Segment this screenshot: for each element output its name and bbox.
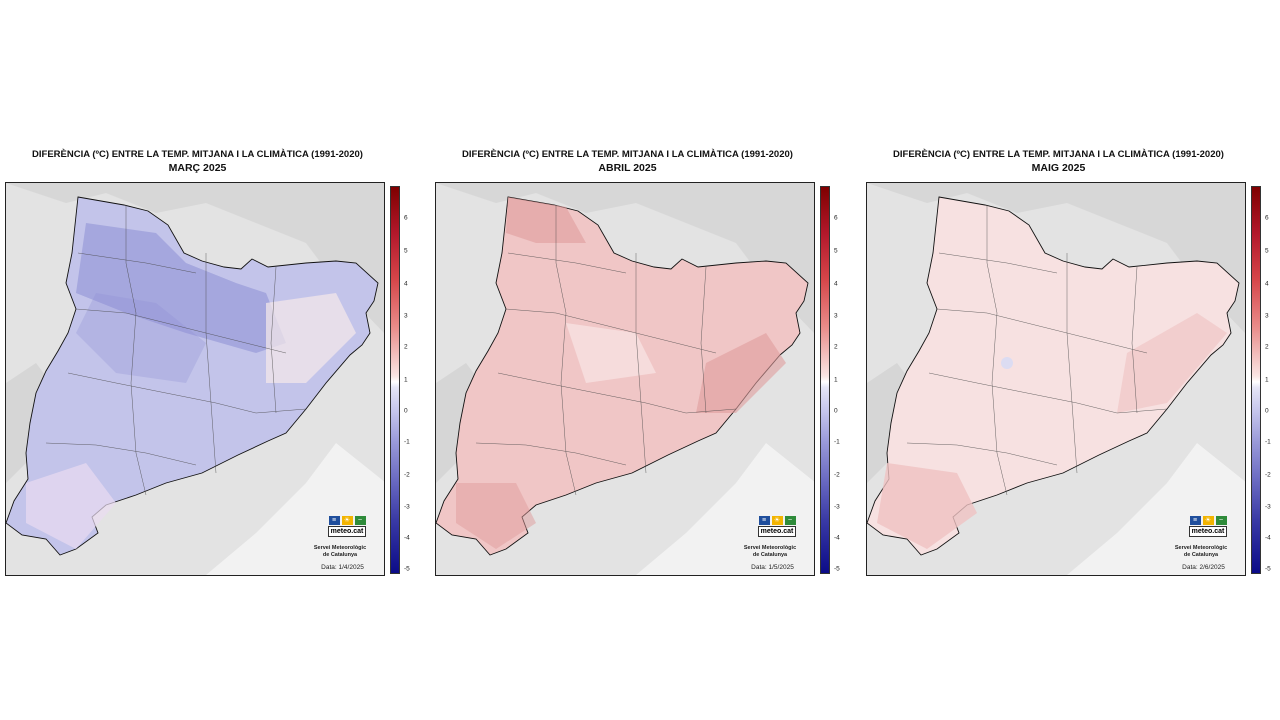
rain-icon: ≡: [328, 516, 340, 525]
org-line: Servei Meteorològic: [743, 545, 797, 551]
map-title: DIFERÈNCIA (ºC) ENTRE LA TEMP. MITJANA I…: [435, 149, 820, 174]
organization-name: Servei Meteorològic de Catalunya: [730, 545, 810, 558]
organization-name: Servei Meteorològic de Catalunya: [1161, 545, 1241, 558]
catalonia-map: [436, 183, 814, 575]
logo-name: meteo.cat: [328, 526, 366, 537]
map-date: Data: 1/5/2025: [751, 564, 794, 571]
sun-icon: ☀: [341, 516, 353, 525]
catalonia-map: [6, 183, 384, 575]
sun-icon: ☀: [1202, 516, 1214, 525]
scale-tick: -5: [404, 565, 410, 573]
rain-icon: ≡: [758, 516, 770, 525]
title-subject: DIFERÈNCIA (ºC) ENTRE LA TEMP. MITJANA I…: [462, 149, 793, 160]
wind-icon: ~: [354, 516, 366, 525]
org-line: de Catalunya: [1183, 551, 1219, 558]
scale-tick: 4: [834, 280, 838, 287]
title-subject: DIFERÈNCIA (ºC) ENTRE LA TEMP. MITJANA I…: [32, 149, 363, 160]
scale-tick: 1: [834, 376, 838, 384]
title-month: ABRIL 2025: [598, 162, 657, 174]
scale-tick: -3: [834, 503, 840, 511]
scale-tick: -1: [1265, 438, 1271, 446]
logo-name: meteo.cat: [1189, 526, 1227, 537]
rain-icon: ≡: [1189, 516, 1201, 525]
scale-tick: 2: [1265, 343, 1269, 351]
org-line: Servei Meteorològic: [313, 545, 367, 551]
color-scale: 6 5 4 3 2 1 0 -1 -2 -3 -4 -5: [390, 186, 410, 574]
scale-tick: 5: [1265, 247, 1269, 255]
logo-name: meteo.cat: [758, 526, 796, 537]
scale-tick: -4: [1265, 534, 1271, 542]
map-date: Data: 1/4/2025: [321, 564, 364, 571]
scale-tick: -3: [404, 503, 410, 511]
scale-tick: 4: [1265, 280, 1269, 287]
scale-tick: 6: [1265, 214, 1269, 222]
org-line: Servei Meteorològic: [1174, 545, 1228, 551]
color-scale: 6 5 4 3 2 1 0 -1 -2 -3 -4 -5: [820, 186, 840, 574]
map-date: Data: 2/6/2025: [1182, 564, 1225, 571]
org-line: de Catalunya: [322, 551, 358, 558]
scale-tick: 0: [1265, 407, 1269, 415]
map-panel-may: DIFERÈNCIA (ºC) ENTRE LA TEMP. MITJANA I…: [866, 146, 1271, 578]
scale-tick: -2: [1265, 471, 1271, 479]
map-panel-april: DIFERÈNCIA (ºC) ENTRE LA TEMP. MITJANA I…: [435, 146, 840, 578]
scale-tick: 0: [834, 407, 838, 415]
scale-tick: -1: [404, 438, 410, 446]
scale-tick: 3: [834, 312, 838, 320]
scale-tick: -5: [834, 565, 840, 573]
meteocat-logo: ≡ ☀ ~ meteo.cat: [327, 516, 367, 537]
title-subject: DIFERÈNCIA (ºC) ENTRE LA TEMP. MITJANA I…: [893, 149, 1224, 160]
map-title: DIFERÈNCIA (ºC) ENTRE LA TEMP. MITJANA I…: [866, 149, 1251, 174]
scale-tick: 2: [404, 343, 408, 351]
scale-tick: 6: [404, 214, 408, 222]
region-fill: [867, 196, 1240, 556]
wind-icon: ~: [1215, 516, 1227, 525]
map-area: [866, 182, 1246, 576]
title-month: MAIG 2025: [1031, 162, 1086, 174]
sun-icon: ☀: [771, 516, 783, 525]
scale-tick: 1: [404, 376, 408, 384]
scale-tick: 0: [404, 407, 408, 415]
scale-tick: -4: [404, 534, 410, 542]
meteocat-logo: ≡ ☀ ~ meteo.cat: [757, 516, 797, 537]
catalonia-map: [867, 183, 1245, 575]
color-scale: 6 5 4 3 2 1 0 -1 -2 -3 -4 -5: [1251, 186, 1271, 574]
scale-tick: 1: [1265, 376, 1269, 384]
scale-tick: 6: [834, 214, 838, 222]
org-line: de Catalunya: [752, 551, 788, 558]
scale-tick: -2: [834, 471, 840, 479]
map-panel-march: DIFERÈNCIA (ºC) ENTRE LA TEMP. MITJANA I…: [5, 146, 410, 578]
scale-tick: 3: [404, 312, 408, 320]
scale-tick: -3: [1265, 503, 1271, 511]
meteocat-logo: ≡ ☀ ~ meteo.cat: [1188, 516, 1228, 537]
scale-tick: -5: [1265, 565, 1271, 573]
wind-icon: ~: [784, 516, 796, 525]
scale-tick: 3: [1265, 312, 1269, 320]
scale-tick: 2: [834, 343, 838, 351]
scale-tick: -2: [404, 471, 410, 479]
map-area: [435, 182, 815, 576]
scale-tick: 5: [834, 247, 838, 255]
scale-tick: -1: [834, 438, 840, 446]
title-month: MARÇ 2025: [168, 162, 227, 174]
map-area: [5, 182, 385, 576]
scale-tick: -4: [834, 534, 840, 542]
map-title: DIFERÈNCIA (ºC) ENTRE LA TEMP. MITJANA I…: [5, 149, 390, 174]
scale-tick: 5: [404, 247, 408, 255]
organization-name: Servei Meteorològic de Catalunya: [300, 545, 380, 558]
scale-tick: 4: [404, 280, 408, 287]
